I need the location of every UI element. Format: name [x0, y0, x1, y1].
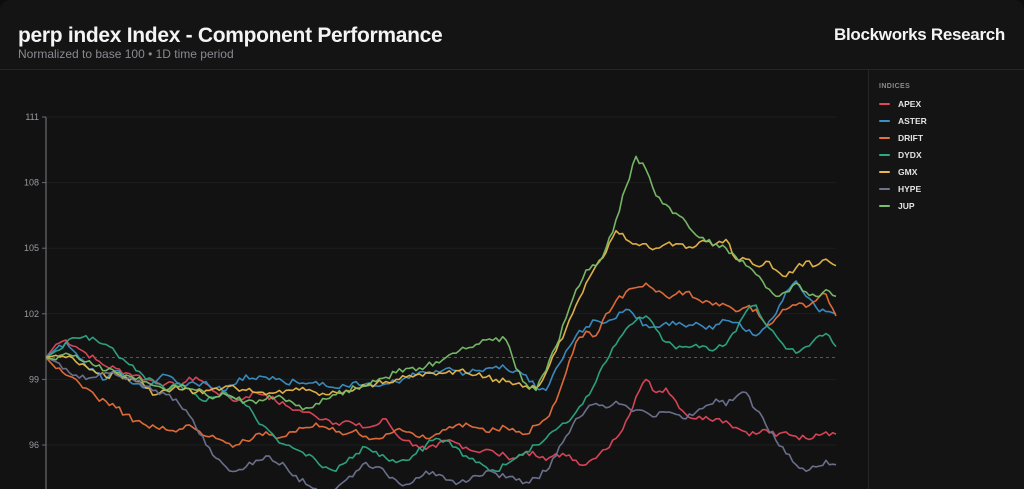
series-line-aster[interactable]: [45, 280, 837, 392]
legend-label: HYPE: [898, 184, 922, 194]
legend-title: INDICES: [879, 83, 911, 90]
legend-label: ASTER: [898, 116, 927, 126]
legend-swatch-icon: [879, 103, 890, 105]
y-tick-label: 99: [29, 374, 39, 384]
y-tick-label: 111: [25, 112, 39, 122]
legend-panel: INDICES APEX ASTER DRIFT DYDX GMX HYPE JUP: [868, 70, 1024, 489]
series-line-gmx[interactable]: [45, 229, 837, 397]
legend-label: DYDX: [898, 150, 922, 160]
legend-label: GMX: [898, 167, 918, 177]
page-title: perp index Index - Component Performance: [18, 24, 443, 47]
legend-swatch-icon: [879, 205, 890, 207]
legend-item-jup[interactable]: JUP: [879, 199, 915, 213]
line-chart[interactable]: 96 99 102 105 108 111: [0, 70, 868, 489]
legend-label: JUP: [898, 201, 915, 211]
series-line-hype[interactable]: [45, 356, 837, 489]
chart-header: perp index Index - Component Performance…: [0, 0, 1024, 70]
legend-label: DRIFT: [898, 133, 924, 143]
legend-item-gmx[interactable]: GMX: [879, 165, 917, 179]
y-tick-label: 102: [24, 309, 39, 319]
series-line-apex[interactable]: [45, 339, 837, 467]
chart-subtitle: Normalized to base 100 • 1D time period: [18, 47, 234, 61]
legend-item-dydx[interactable]: DYDX: [879, 148, 922, 162]
y-tick-label: 96: [29, 440, 39, 450]
brand-logo-text: Blockworks Research: [834, 25, 1005, 44]
series-line-dydx[interactable]: [45, 304, 837, 472]
y-tick-label: 108: [24, 178, 39, 188]
series-line-drift[interactable]: [45, 282, 837, 448]
legend-item-hype[interactable]: HYPE: [879, 182, 921, 196]
legend-swatch-icon: [879, 171, 890, 173]
legend-swatch-icon: [879, 188, 890, 190]
legend-swatch-icon: [879, 137, 890, 139]
legend-swatch-icon: [879, 154, 890, 156]
legend-item-aster[interactable]: ASTER: [879, 114, 927, 128]
legend-swatch-icon: [879, 120, 890, 122]
series-line-jup[interactable]: [45, 155, 837, 411]
legend-item-apex[interactable]: APEX: [879, 97, 921, 111]
y-tick-label: 105: [24, 243, 39, 253]
legend-label: APEX: [898, 99, 922, 109]
legend-item-drift[interactable]: DRIFT: [879, 131, 923, 145]
chart-plot-area[interactable]: 96 99 102 105 108 111: [0, 70, 868, 489]
